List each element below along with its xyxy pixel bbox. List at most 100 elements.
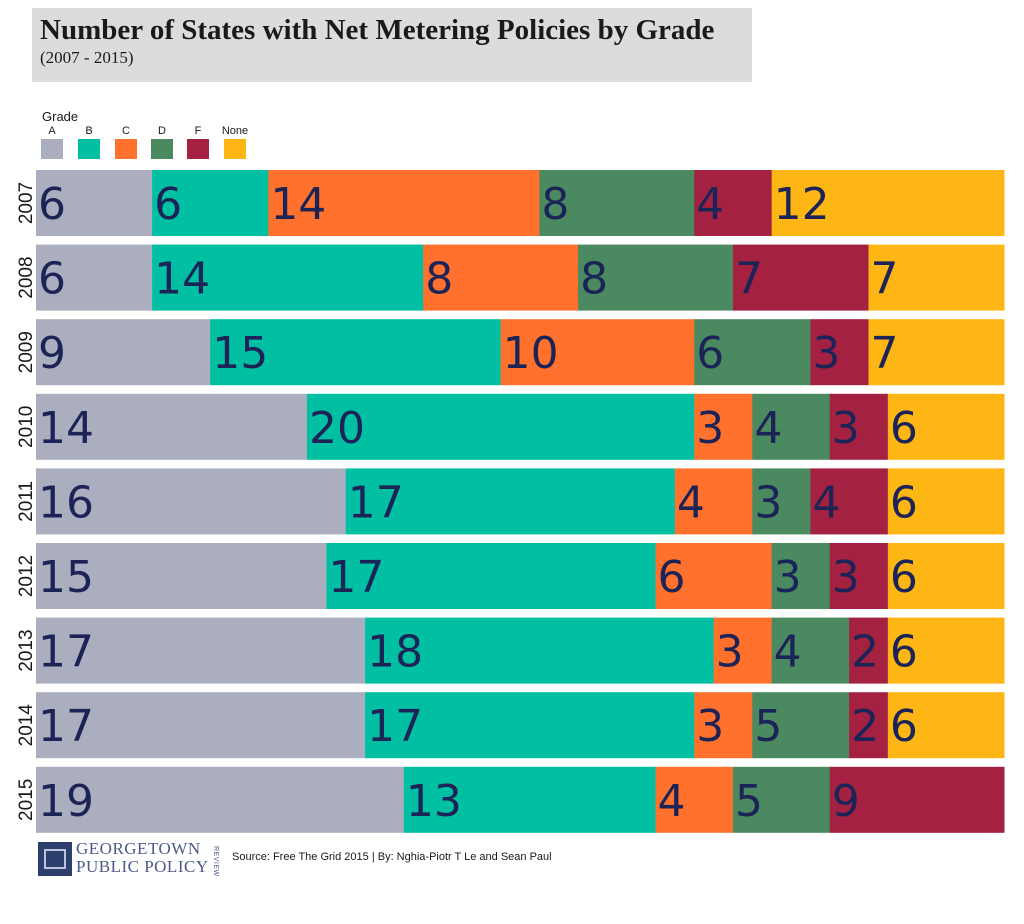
bar-segment — [539, 170, 695, 236]
bar-segment — [694, 692, 753, 759]
data-label: 4 — [677, 477, 705, 528]
data-label: 6 — [890, 477, 918, 528]
legend-item-c: C — [111, 125, 141, 159]
data-label: 4 — [754, 403, 782, 454]
legend-item-d: D — [147, 125, 177, 159]
data-label: 3 — [716, 627, 744, 678]
data-label: 6 — [890, 552, 918, 603]
data-label: 16 — [38, 477, 94, 528]
data-label: 9 — [38, 328, 66, 379]
bar-segment — [849, 617, 889, 684]
data-label: 2 — [851, 627, 879, 678]
logo-text: GEORGETOWN PUBLIC POLICY — [76, 840, 209, 876]
data-label: 3 — [832, 403, 860, 454]
logo-line-2: PUBLIC POLICY — [76, 857, 209, 876]
bar-segment — [578, 244, 734, 311]
data-label: 18 — [367, 627, 423, 678]
bar-segment — [152, 244, 424, 311]
bar-segment — [849, 692, 889, 759]
bar-segment — [345, 468, 676, 535]
year-label: 2011 — [16, 481, 37, 522]
bar-segment — [36, 244, 153, 311]
data-label: 10 — [503, 328, 559, 379]
bar-segment — [752, 468, 811, 535]
bar-segment — [732, 766, 831, 833]
data-label: 6 — [890, 403, 918, 454]
data-label: 17 — [38, 701, 94, 752]
bar-segment — [326, 543, 657, 609]
bar-segment — [268, 170, 540, 236]
data-label: 4 — [774, 627, 802, 678]
data-label: 13 — [406, 776, 462, 827]
logo-review-text: REVIEW — [212, 846, 219, 877]
legend-label: C — [122, 125, 130, 137]
bar-segment — [36, 543, 327, 609]
legend-swatch — [41, 139, 63, 159]
legend-swatch — [224, 139, 246, 159]
data-label: 15 — [38, 552, 94, 603]
gppr-logo-icon — [38, 842, 72, 876]
data-label: 6 — [658, 552, 686, 603]
bar-segment — [732, 244, 869, 311]
legend-swatch — [151, 139, 173, 159]
title-box — [32, 8, 752, 82]
data-label: 2 — [851, 701, 879, 752]
chart-subtitle: (2007 - 2015) — [40, 48, 134, 67]
bar-segment — [868, 244, 1005, 311]
bar-segment — [887, 617, 1005, 684]
data-label: 15 — [212, 328, 268, 379]
year-label: 2014 — [16, 704, 37, 747]
data-label: 14 — [154, 254, 210, 305]
legend-item-none: None — [220, 125, 250, 159]
bar-segment — [36, 766, 405, 833]
data-label: 17 — [38, 627, 94, 678]
legend-label: B — [85, 125, 93, 137]
logo-line-1: GEORGETOWN — [76, 839, 201, 858]
bar-segment — [655, 543, 773, 609]
legend-item-a: A — [37, 125, 67, 159]
data-label: 6 — [890, 627, 918, 678]
bar-segment — [829, 766, 1005, 833]
bar-segment — [829, 393, 889, 460]
data-label: 14 — [38, 403, 94, 454]
data-label: 17 — [367, 701, 423, 752]
data-label: 8 — [425, 254, 453, 305]
data-label: 12 — [774, 179, 830, 230]
bar-segment — [868, 319, 1005, 386]
bar-segment — [694, 319, 811, 386]
bar-segment — [423, 244, 579, 311]
data-label: 6 — [38, 179, 66, 230]
data-label: 4 — [812, 477, 840, 528]
year-label: 2015 — [16, 779, 37, 821]
bar-segment — [36, 692, 366, 759]
legend-title: Grade — [42, 109, 79, 124]
bar-segment — [500, 319, 695, 386]
data-label: 17 — [348, 477, 404, 528]
bar-segment — [36, 468, 347, 535]
legend-item-f: F — [183, 125, 213, 159]
bar-segment — [887, 692, 1005, 759]
bar-segment — [771, 170, 1005, 236]
data-label: 7 — [870, 254, 898, 305]
year-label: 2013 — [16, 629, 37, 671]
source-note: Source: Free The Grid 2015 | By: Nghia-P… — [232, 851, 552, 863]
bar-segment — [752, 692, 850, 759]
bar-segment — [655, 766, 734, 833]
data-label: 6 — [38, 254, 66, 305]
data-label: 6 — [696, 328, 724, 379]
legend-label: D — [158, 125, 166, 137]
data-label: 17 — [328, 552, 384, 603]
data-label: 6 — [154, 179, 182, 230]
bar-segment — [36, 170, 153, 236]
bar-segment — [810, 468, 889, 535]
chart-title: Number of States with Net Metering Polic… — [40, 14, 715, 46]
data-label: 4 — [658, 776, 686, 827]
bar-segment — [36, 617, 366, 684]
data-label: 7 — [870, 328, 898, 379]
bar-segment — [694, 393, 753, 460]
data-label: 3 — [696, 701, 724, 752]
legend-swatch — [187, 139, 209, 159]
bar-segment — [713, 617, 773, 684]
legend-label: A — [48, 125, 56, 137]
